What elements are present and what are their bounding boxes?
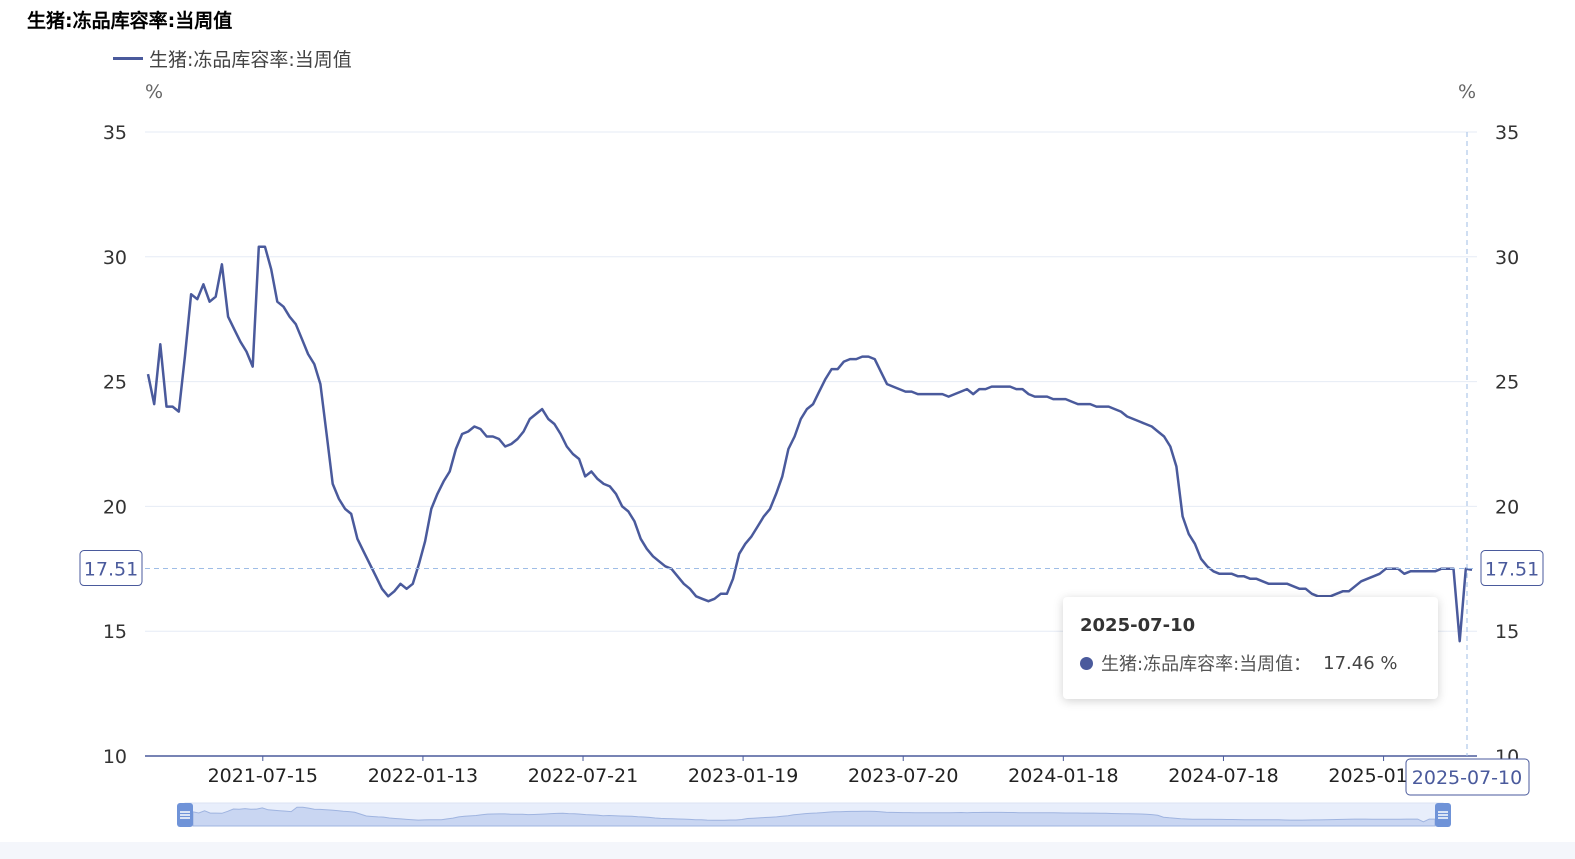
svg-text:2025-07-10: 2025-07-10 bbox=[1412, 767, 1522, 789]
crosshair-value-label-left: 17.51 bbox=[79, 550, 143, 587]
chart-title: 生猪:冻品库容率:当周值 bbox=[27, 10, 233, 32]
y-tick-label-left: 25 bbox=[103, 372, 127, 394]
y-tick-label-left: 20 bbox=[103, 496, 127, 518]
y-axis-left: 10 15 20 25 30 35 bbox=[103, 122, 127, 768]
legend-item[interactable]: 生猪:冻品库容率:当周值 bbox=[113, 45, 352, 72]
svg-text:17.51: 17.51 bbox=[1485, 559, 1539, 581]
x-axis: 2021-07-15 2022-01-13 2022-07-21 2023-01-19… bbox=[208, 756, 1439, 787]
crosshair-value-label-right: 17.51 bbox=[1480, 550, 1544, 587]
y-tick-label-right: 15 bbox=[1495, 621, 1519, 643]
series-line[interactable] bbox=[146, 245, 1473, 643]
tooltip-date: 2025-07-10 bbox=[1080, 615, 1196, 636]
x-tick-label: 2023-01-19 bbox=[688, 765, 798, 787]
y-tick-label-left: 15 bbox=[103, 621, 127, 643]
y-tick-label-left: 30 bbox=[103, 247, 127, 269]
x-tick-label: 2021-07-15 bbox=[208, 765, 318, 787]
legend-label: 生猪:冻品库容率:当周值 bbox=[149, 49, 352, 71]
crosshair-date-label: 2025-07-10 bbox=[1405, 758, 1530, 796]
x-tick-label: 2022-07-21 bbox=[528, 765, 638, 787]
y-tick-label-right: 35 bbox=[1495, 122, 1519, 144]
footer-bar bbox=[0, 842, 1575, 859]
zoom-preview-area bbox=[192, 806, 1436, 827]
x-tick-label: 2024-07-18 bbox=[1168, 765, 1278, 787]
y-tick-label-right: 25 bbox=[1495, 372, 1519, 394]
y-tick-label-right: 20 bbox=[1495, 496, 1519, 518]
x-tick-label: 2023-07-20 bbox=[848, 765, 958, 787]
y-unit-right: % bbox=[1458, 81, 1476, 103]
y-tick-label-left: 35 bbox=[103, 122, 127, 144]
grid-lines bbox=[145, 131, 1477, 632]
y-tick-label-left: 10 bbox=[103, 746, 127, 768]
zoom-handle-right[interactable] bbox=[1435, 803, 1451, 827]
data-zoom-slider[interactable] bbox=[177, 802, 1451, 827]
svg-text:17.51: 17.51 bbox=[84, 559, 138, 581]
x-tick-label: 2024-01-18 bbox=[1008, 765, 1118, 787]
zoom-handle-left[interactable] bbox=[177, 803, 193, 827]
tooltip-row: 生猪:冻品库容率:当周值： 17.46 % bbox=[1080, 650, 1421, 676]
series-marker-icon bbox=[1080, 656, 1093, 670]
y-unit-left: % bbox=[145, 81, 163, 103]
x-tick-label: 2022-01-13 bbox=[368, 765, 478, 787]
tooltip-value: 17.46 % bbox=[1323, 652, 1398, 674]
y-tick-label-right: 30 bbox=[1495, 247, 1519, 269]
tooltip-series-name: 生猪:冻品库容率:当周值： bbox=[1101, 654, 1312, 675]
tooltip: 2025-07-10 生猪:冻品库容率:当周值： 17.46 % bbox=[1063, 597, 1438, 699]
legend-line-swatch bbox=[113, 57, 143, 60]
